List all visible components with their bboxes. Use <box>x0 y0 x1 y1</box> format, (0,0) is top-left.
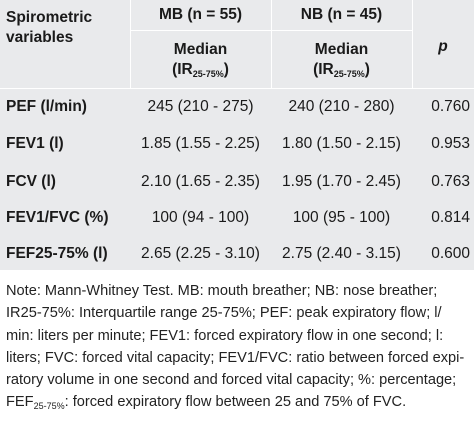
row-mb-value: 100 (94 - 100) <box>151 209 250 226</box>
row-nb-value: 100 (95 - 100) <box>292 209 391 226</box>
footnote-line: liters; FVC: forced vital capacity; FEV1… <box>6 349 465 366</box>
spirometry-table: Spirometric variables MB (n = 55) NB (n … <box>0 0 474 270</box>
row-mb-value: 2.65 (2.25 - 3.10) <box>141 245 260 262</box>
row-mb-value: 245 (210 - 275) <box>147 98 254 115</box>
column-divider <box>412 0 413 88</box>
median-header: Median <box>173 41 228 58</box>
p-value-header: p <box>438 38 448 55</box>
median-header: Median <box>314 41 369 58</box>
row-nb-value: 1.80 (1.50 - 2.15) <box>282 135 401 152</box>
footnote-line: FEF25-75%: forced expiratory flow betwee… <box>6 394 407 412</box>
row-nb-value: 240 (210 - 280) <box>288 98 395 115</box>
row-header-label: variables <box>6 29 74 46</box>
row-variable: FEF25-75% (l) <box>6 245 108 262</box>
footnote-line: Note: Mann-Whitney Test. MB: mouth breat… <box>6 283 438 299</box>
row-p-value: 0.814 <box>431 209 470 226</box>
column-divider <box>130 0 131 88</box>
table-footnote: Note: Mann-Whitney Test. MB: mouth breat… <box>6 280 472 418</box>
ir-header: (IR25-75%) <box>172 61 229 79</box>
row-variable: FCV (l) <box>6 173 56 190</box>
row-variable: FEV1/FVC (%) <box>6 209 109 226</box>
row-mb-value: 1.85 (1.55 - 2.25) <box>141 135 260 152</box>
row-p-value: 0.600 <box>431 245 470 262</box>
header-bottom-rule <box>0 88 474 89</box>
group-header-mb: MB (n = 55) <box>158 6 243 23</box>
footnote-line: min: liters per minute; FEV1: forced exp… <box>6 327 444 344</box>
footnote-line: ratory volume in one second and forced v… <box>6 372 457 389</box>
row-p-value: 0.953 <box>431 135 470 152</box>
ir-header: (IR25-75%) <box>313 61 370 79</box>
row-mb-value: 2.10 (1.65 - 2.35) <box>141 173 260 190</box>
column-divider <box>271 0 272 88</box>
row-variable: PEF (l/min) <box>6 98 87 115</box>
row-p-value: 0.760 <box>431 98 470 115</box>
row-nb-value: 2.75 (2.40 - 3.15) <box>282 245 401 262</box>
group-header-nb: NB (n = 45) <box>300 6 383 23</box>
row-nb-value: 1.95 (1.70 - 2.45) <box>282 173 401 190</box>
footnote-line: IR25-75%: Interquartile range 25-75%; PE… <box>6 305 442 322</box>
row-header-label: Spirometric <box>6 9 93 26</box>
row-p-value: 0.763 <box>431 173 470 190</box>
row-variable: FEV1 (l) <box>6 135 64 152</box>
